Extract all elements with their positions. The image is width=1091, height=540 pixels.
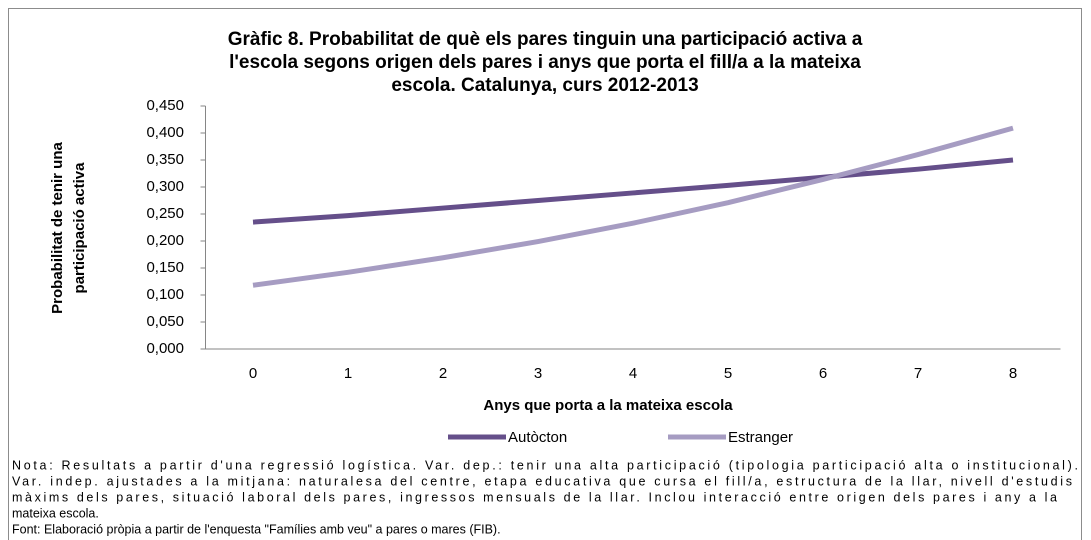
- note: màxims dels pares, situació laboral dels…: [12, 490, 1057, 504]
- note: mateixa escola.: [12, 506, 99, 520]
- y-tick-label: 0,150: [146, 259, 184, 276]
- x-tick-label: 1: [344, 365, 352, 382]
- y-tick-label: 0,200: [146, 232, 184, 249]
- y-tick-label: 0,250: [146, 205, 184, 222]
- y-tick-label: 0,350: [146, 151, 184, 168]
- x-tick-label: 2: [439, 365, 447, 382]
- series-line: [252, 125, 1014, 288]
- note: Nota: Resultats a partir d'una regressió…: [12, 458, 1078, 472]
- x-tick-label: 8: [1009, 365, 1017, 382]
- x-axis-label: Anys que porta a la mateixa escola: [483, 397, 733, 414]
- y-axis-label: Probabilitat de tenir una: [49, 141, 66, 313]
- chart-title: l'escola segons origen dels pares i anys…: [229, 52, 861, 73]
- y-tick-label: 0,100: [146, 286, 184, 303]
- y-tick-label: 0,400: [146, 124, 184, 141]
- y-tick-label: 0,450: [146, 97, 184, 114]
- y-tick-label: 0,300: [146, 178, 184, 195]
- series-line: [252, 157, 1014, 225]
- note: Font: Elaboració pròpia a partir de l'en…: [12, 522, 501, 536]
- y-tick-label: 0,050: [146, 313, 184, 330]
- legend-label: Estranger: [728, 429, 793, 446]
- x-tick-label: 3: [534, 365, 542, 382]
- y-tick-label: 0,000: [146, 340, 184, 357]
- note: Var. indep. ajustades a la mitjana: natu…: [12, 474, 1072, 488]
- x-tick-label: 6: [819, 365, 827, 382]
- x-tick-label: 5: [724, 365, 732, 382]
- x-tick-label: 7: [914, 365, 922, 382]
- x-tick-label: 0: [249, 365, 257, 382]
- chart-title: Gràfic 8. Probabilitat de què els pares …: [228, 29, 863, 50]
- y-axis-label: participació activa: [71, 162, 88, 294]
- chart-frame: [8, 8, 1082, 540]
- chart-title: escola. Catalunya, curs 2012-2013: [391, 75, 698, 96]
- x-tick-label: 4: [629, 365, 637, 382]
- legend-label: Autòcton: [508, 429, 567, 446]
